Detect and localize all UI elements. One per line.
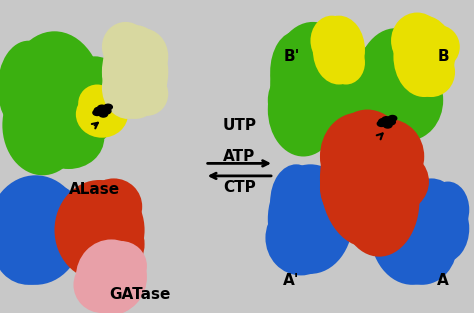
Text: B: B bbox=[438, 49, 449, 64]
Ellipse shape bbox=[116, 28, 168, 85]
Circle shape bbox=[94, 107, 103, 113]
Ellipse shape bbox=[268, 72, 310, 128]
Ellipse shape bbox=[356, 38, 422, 106]
Circle shape bbox=[98, 105, 106, 111]
Ellipse shape bbox=[320, 113, 396, 200]
Ellipse shape bbox=[391, 13, 443, 69]
Ellipse shape bbox=[33, 106, 104, 169]
Circle shape bbox=[383, 122, 392, 128]
Text: ALase: ALase bbox=[69, 182, 120, 197]
Ellipse shape bbox=[417, 25, 460, 69]
Ellipse shape bbox=[78, 85, 116, 122]
Ellipse shape bbox=[95, 241, 147, 291]
Text: UTP: UTP bbox=[222, 118, 256, 133]
Ellipse shape bbox=[59, 185, 130, 247]
Ellipse shape bbox=[19, 47, 104, 128]
Circle shape bbox=[104, 104, 112, 110]
Ellipse shape bbox=[66, 56, 123, 119]
Ellipse shape bbox=[270, 164, 322, 239]
Ellipse shape bbox=[417, 194, 469, 263]
Ellipse shape bbox=[0, 216, 33, 272]
Ellipse shape bbox=[270, 31, 322, 113]
Circle shape bbox=[388, 115, 397, 121]
Circle shape bbox=[387, 119, 395, 125]
Ellipse shape bbox=[0, 175, 83, 285]
Text: A': A' bbox=[283, 273, 300, 288]
Ellipse shape bbox=[2, 182, 83, 250]
Ellipse shape bbox=[55, 180, 145, 280]
Text: CTP: CTP bbox=[223, 180, 256, 195]
Ellipse shape bbox=[5, 31, 104, 169]
Ellipse shape bbox=[313, 16, 365, 85]
Ellipse shape bbox=[282, 166, 353, 235]
Ellipse shape bbox=[386, 47, 443, 110]
Ellipse shape bbox=[320, 110, 415, 247]
Ellipse shape bbox=[372, 59, 443, 141]
Ellipse shape bbox=[0, 182, 47, 257]
Ellipse shape bbox=[73, 257, 130, 313]
Text: A: A bbox=[438, 273, 449, 288]
Ellipse shape bbox=[76, 91, 128, 138]
Circle shape bbox=[382, 117, 391, 122]
Ellipse shape bbox=[102, 22, 149, 72]
Text: ATP: ATP bbox=[223, 149, 255, 164]
Ellipse shape bbox=[310, 16, 353, 66]
Circle shape bbox=[93, 110, 101, 115]
Ellipse shape bbox=[356, 81, 412, 138]
Ellipse shape bbox=[268, 200, 310, 257]
Ellipse shape bbox=[265, 200, 337, 275]
Ellipse shape bbox=[408, 47, 455, 97]
Ellipse shape bbox=[69, 207, 145, 282]
Text: B': B' bbox=[283, 49, 300, 64]
Circle shape bbox=[99, 111, 108, 117]
Ellipse shape bbox=[320, 153, 382, 222]
Ellipse shape bbox=[43, 72, 118, 147]
Ellipse shape bbox=[90, 271, 137, 313]
Ellipse shape bbox=[296, 72, 363, 135]
Ellipse shape bbox=[0, 41, 59, 135]
Circle shape bbox=[102, 108, 111, 114]
Ellipse shape bbox=[270, 22, 356, 147]
Ellipse shape bbox=[0, 210, 64, 285]
Ellipse shape bbox=[427, 182, 469, 238]
Ellipse shape bbox=[268, 164, 353, 274]
Ellipse shape bbox=[85, 178, 142, 235]
Ellipse shape bbox=[339, 144, 419, 257]
Ellipse shape bbox=[102, 56, 154, 119]
Circle shape bbox=[379, 119, 387, 124]
Ellipse shape bbox=[393, 16, 455, 97]
Ellipse shape bbox=[370, 175, 455, 285]
Ellipse shape bbox=[356, 28, 436, 141]
Ellipse shape bbox=[284, 31, 360, 106]
Ellipse shape bbox=[102, 25, 168, 119]
Ellipse shape bbox=[76, 239, 147, 313]
Ellipse shape bbox=[268, 63, 339, 156]
Circle shape bbox=[377, 121, 386, 126]
Ellipse shape bbox=[126, 72, 168, 116]
Text: GATase: GATase bbox=[109, 287, 171, 302]
Ellipse shape bbox=[363, 150, 429, 213]
Ellipse shape bbox=[353, 119, 424, 194]
Ellipse shape bbox=[386, 203, 457, 285]
Ellipse shape bbox=[2, 75, 83, 175]
Ellipse shape bbox=[327, 41, 365, 85]
Ellipse shape bbox=[401, 178, 462, 254]
